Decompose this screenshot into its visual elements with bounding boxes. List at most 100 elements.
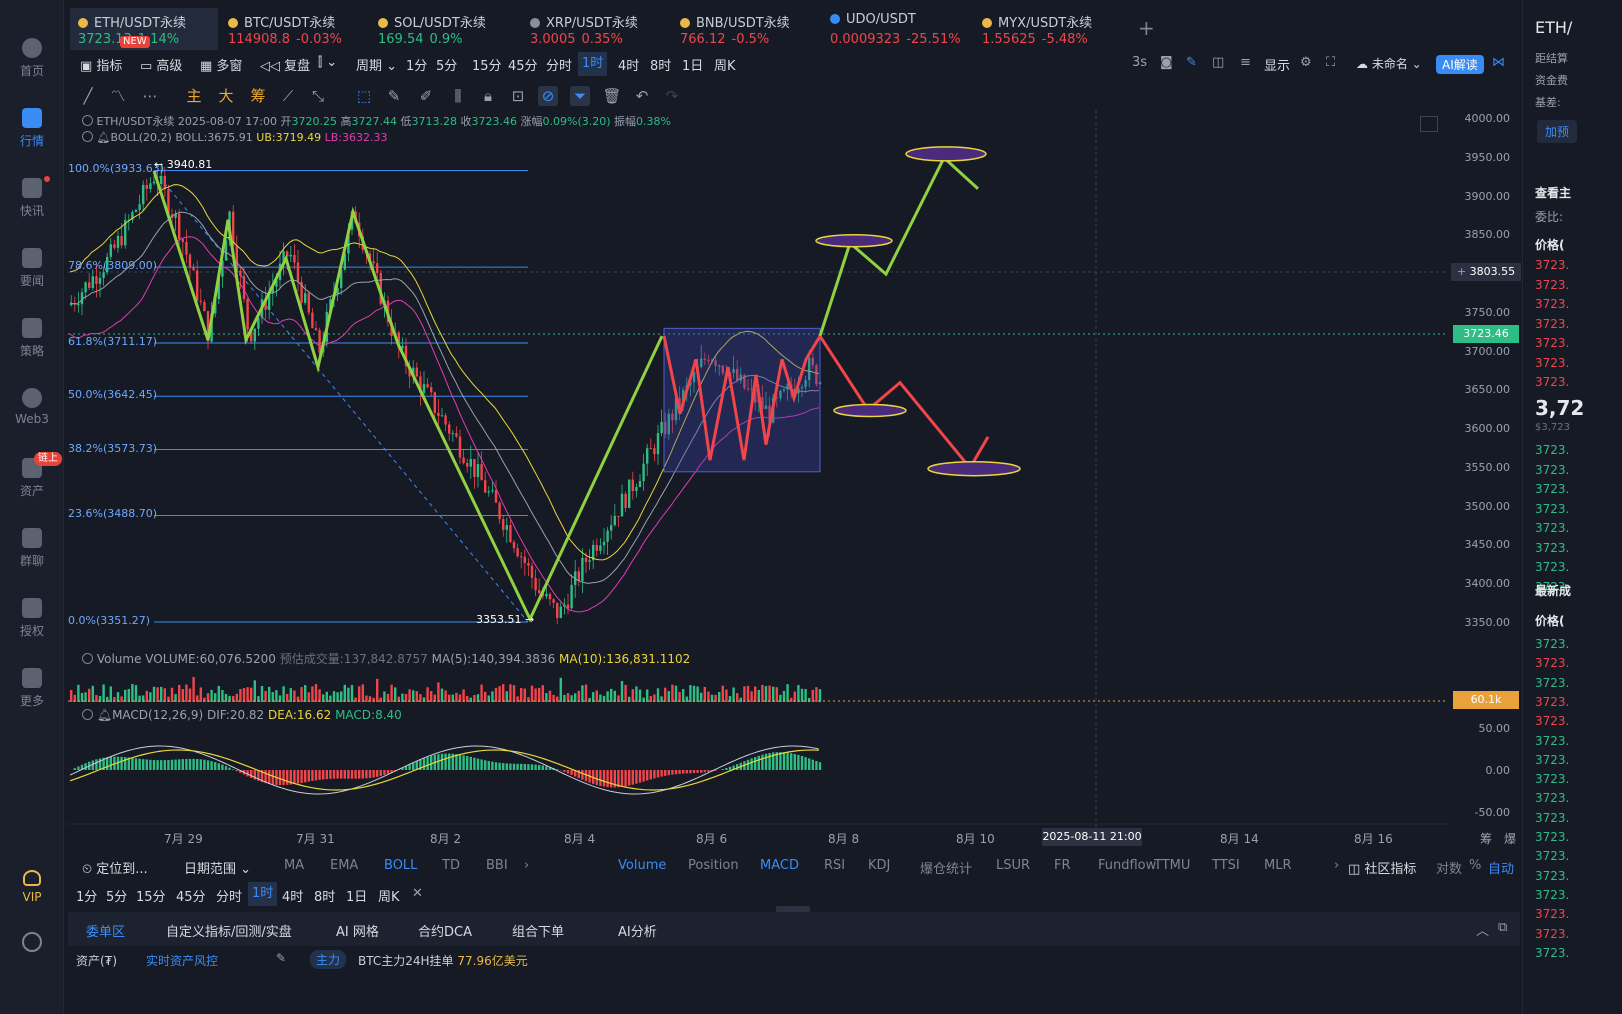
undo-layout-icon[interactable]: ◫ bbox=[1212, 55, 1225, 70]
ai-interpret-button[interactable]: AI解读 bbox=[1436, 55, 1484, 74]
bid-price[interactable]: 3723. bbox=[1535, 443, 1570, 457]
bell-icon[interactable]: 🔔︎ bbox=[96, 131, 111, 144]
bid-price[interactable]: 3723. bbox=[1535, 579, 1570, 594]
indicator-button[interactable]: ▣ 指标 bbox=[80, 59, 123, 74]
interval-option[interactable]: 1时 bbox=[578, 52, 608, 76]
bottom-tab[interactable]: 自定义指标/回测/实盘 bbox=[166, 925, 292, 940]
timeframe-option[interactable]: 45分 bbox=[176, 890, 206, 905]
ask-price[interactable]: 3723. bbox=[1535, 336, 1570, 350]
log-scale-toggle[interactable]: 对数 bbox=[1436, 862, 1463, 877]
sub-indicator-option[interactable]: 爆仓统计 bbox=[920, 862, 973, 877]
interval-option[interactable]: 5分 bbox=[436, 59, 458, 74]
settings-icon[interactable] bbox=[22, 932, 42, 952]
ask-price[interactable]: 3723. bbox=[1535, 355, 1570, 370]
select-icon[interactable]: ⬚ bbox=[356, 87, 372, 105]
bid-price[interactable]: 3723. bbox=[1535, 501, 1570, 516]
interval-option[interactable]: 15分 bbox=[472, 59, 502, 74]
sub-indicator-option[interactable]: MLR bbox=[1264, 858, 1292, 873]
volume-info[interactable]: Volume VOLUME:60,076.5200 预估成交量:137,842.… bbox=[82, 650, 690, 667]
symbol-tab[interactable]: BTC/USDT永续 114908.8 -0.03% bbox=[220, 8, 366, 50]
minimize-pane-icon[interactable] bbox=[1420, 116, 1438, 132]
interval-option[interactable]: 1分 bbox=[406, 59, 428, 74]
symbol-tab[interactable]: SOL/USDT永续 169.54 0.9% bbox=[370, 8, 516, 50]
measure-icon[interactable]: ⤡ bbox=[311, 87, 324, 105]
display-button[interactable]: 显示 bbox=[1264, 59, 1291, 74]
sub-indicator-option[interactable]: RSI bbox=[824, 858, 846, 873]
timeframe-option[interactable]: 1日 bbox=[346, 890, 368, 905]
sub-indicator-option[interactable]: MACD bbox=[760, 858, 799, 873]
ask-price[interactable]: 3723. bbox=[1535, 375, 1570, 389]
redo-icon[interactable]: ↷ bbox=[665, 87, 679, 105]
sidebar-item-authorize[interactable]: 授权 bbox=[0, 590, 64, 652]
sub-indicator-option[interactable]: Volume bbox=[618, 858, 667, 873]
symbol-tab[interactable]: MYX/USDT永续 1.55625 -5.48% bbox=[974, 8, 1120, 50]
interval-option[interactable]: 1日 bbox=[682, 59, 704, 74]
range-zigzag-line[interactable] bbox=[662, 335, 822, 461]
chart-type-button[interactable]: ⫿ ⌄ bbox=[318, 55, 338, 70]
timeframe-option[interactable]: 8时 bbox=[314, 890, 336, 905]
interval-option[interactable]: 分时 bbox=[546, 59, 573, 74]
undo-icon[interactable]: ↶ bbox=[635, 87, 649, 105]
ruler-icon[interactable]: ⟋ bbox=[282, 87, 294, 105]
auto-scale-toggle[interactable]: 自动 bbox=[1488, 862, 1515, 877]
interval-option[interactable]: 45分 bbox=[508, 59, 538, 74]
bid-price[interactable]: 3723. bbox=[1535, 462, 1570, 477]
more-tools-icon[interactable]: ⋯ bbox=[142, 87, 158, 105]
interval-option[interactable]: 4时 bbox=[618, 59, 640, 74]
sub-indicator-option[interactable]: Fundflow bbox=[1098, 858, 1157, 873]
pencil-icon[interactable]: ✎ bbox=[387, 87, 401, 105]
ask-price[interactable]: 3723. bbox=[1535, 316, 1570, 331]
close-icon[interactable]: ✕ bbox=[412, 886, 423, 901]
symbol-tab[interactable]: ETH/USDT永续 3723.13 1.14% NEW bbox=[70, 8, 218, 50]
replay-button[interactable]: ◁◁ 复盘 bbox=[260, 59, 311, 74]
collapse-icon[interactable] bbox=[82, 131, 93, 142]
bid-price[interactable]: 3723. bbox=[1535, 560, 1570, 574]
price-chart-canvas[interactable] bbox=[68, 110, 1520, 850]
edit-icon[interactable]: ✎ bbox=[276, 951, 287, 965]
bid-price[interactable]: 3723. bbox=[1535, 540, 1570, 555]
symbol-tab[interactable]: UDO/USDT 0.0009323 -25.51% bbox=[822, 8, 968, 50]
sub-indicator-option[interactable]: Position bbox=[688, 858, 739, 873]
bullish-projection-line[interactable] bbox=[818, 155, 980, 337]
sidebar-item-market[interactable]: 行情 bbox=[0, 100, 64, 162]
layout-name-dropdown[interactable]: ☁ 未命名 ⌄ bbox=[1356, 57, 1422, 71]
btc-orders-ticker[interactable]: BTC主力24H挂单 77.96亿美元 bbox=[358, 952, 528, 969]
settings-gear-icon[interactable]: ⚙ bbox=[1300, 55, 1312, 70]
bottom-tab[interactable]: 委单区 bbox=[86, 925, 126, 940]
popout-icon[interactable]: ⧉ bbox=[1498, 920, 1508, 935]
timeframe-option[interactable]: 周K bbox=[378, 890, 400, 905]
period-dropdown[interactable]: 周期 ⌄ bbox=[356, 59, 398, 74]
chip-toggle-bottom[interactable]: 筹 bbox=[1480, 832, 1493, 846]
sub-indicator-option[interactable]: LSUR bbox=[996, 858, 1031, 873]
wave-tool-icon[interactable]: 〽 bbox=[110, 87, 126, 105]
main-indicator-option[interactable]: EMA bbox=[330, 858, 359, 873]
date-range-dropdown[interactable]: 日期范围 ⌄ bbox=[184, 862, 252, 877]
asset-label[interactable]: 资产(₮) bbox=[76, 954, 117, 968]
timeframe-option[interactable]: 分时 bbox=[216, 890, 243, 905]
symbol-tab[interactable]: BNB/USDT永续 766.12 -0.5% bbox=[672, 8, 818, 50]
ask-price[interactable]: 3723. bbox=[1535, 258, 1570, 272]
community-indicator-button[interactable]: ◫ 社区指标 bbox=[1348, 862, 1417, 877]
interval-option[interactable]: 8时 bbox=[650, 59, 672, 74]
big-order-toggle[interactable]: 大 bbox=[218, 87, 234, 105]
chart-area[interactable]: ETH/USDT永续 2025-08-07 17:00 开3720.25 高37… bbox=[68, 110, 1521, 850]
chip-toggle[interactable]: 筹 bbox=[250, 87, 266, 105]
target-ellipse[interactable] bbox=[833, 403, 907, 418]
bearish-projection-line[interactable] bbox=[818, 335, 990, 471]
target-ellipse[interactable] bbox=[905, 146, 987, 162]
wave-zigzag-line[interactable] bbox=[152, 170, 664, 623]
bottom-tab[interactable]: 合约DCA bbox=[418, 925, 472, 940]
bell-icon[interactable]: 🔔︎ bbox=[96, 708, 113, 722]
collapse-icon[interactable] bbox=[82, 653, 93, 664]
sidebar-item-home[interactable]: 首页 bbox=[0, 30, 64, 92]
sidebar-item-more[interactable]: 更多 bbox=[0, 660, 64, 722]
lock-icon[interactable]: 🔒︎ bbox=[484, 87, 492, 105]
candles-icon[interactable]: ⫼ bbox=[454, 87, 462, 105]
sub-indicator-option[interactable]: TTSI bbox=[1212, 858, 1240, 873]
sidebar-item-assets[interactable]: 链上 资产 bbox=[0, 450, 64, 512]
sub-indicator-more[interactable]: › bbox=[1334, 858, 1340, 873]
timeframe-option[interactable]: 1分 bbox=[76, 890, 98, 905]
target-ellipse[interactable] bbox=[927, 460, 1021, 477]
sub-indicator-option[interactable]: FR bbox=[1054, 858, 1071, 873]
bottom-tab[interactable]: AI 网格 bbox=[336, 925, 379, 940]
